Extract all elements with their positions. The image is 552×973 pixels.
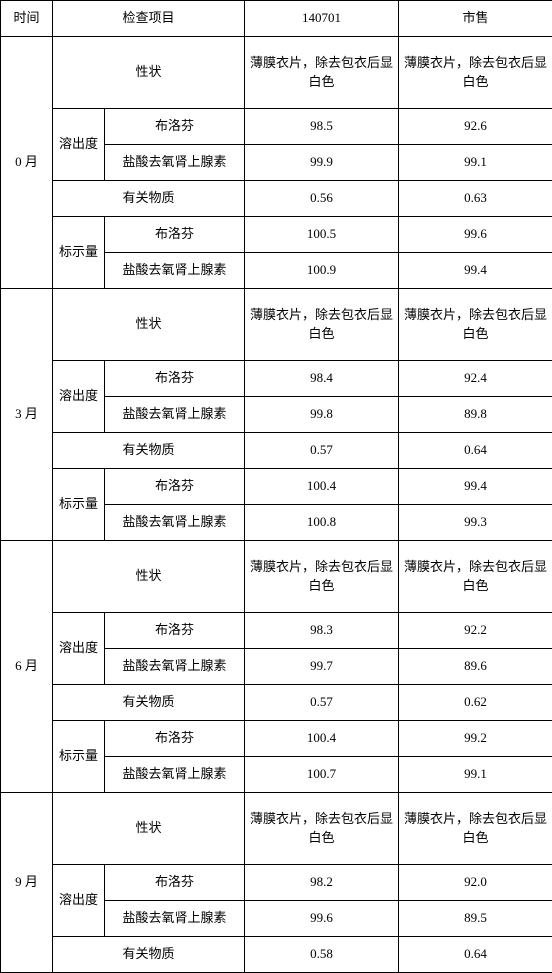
header-time: 时间 [1, 1, 53, 37]
assay-label: 标示量 [53, 217, 105, 289]
item-epinephrine: 盐酸去氧肾上腺素 [105, 145, 245, 181]
appearance-v1: 薄膜衣片，除去包衣后显白色 [245, 289, 399, 361]
appearance-v2: 薄膜衣片，除去包衣后显白色 [399, 37, 552, 109]
cell-value: 92.2 [399, 613, 552, 649]
item-ibuprofen: 布洛芬 [105, 109, 245, 145]
appearance-v1: 薄膜衣片，除去包衣后显白色 [245, 37, 399, 109]
assay-label: 标示量 [53, 469, 105, 541]
cell-value: 99.4 [399, 469, 552, 505]
cell-value: 99.1 [399, 757, 552, 793]
period-label: 0 月 [1, 37, 53, 289]
related-label: 有关物质 [53, 685, 245, 721]
table-row: 9 月 性状 薄膜衣片，除去包衣后显白色 薄膜衣片，除去包衣后显白色 [1, 793, 552, 865]
table-row: 溶出度 布洛芬 98.5 92.6 [1, 109, 552, 145]
table-row: 有关物质 0.56 0.63 [1, 181, 552, 217]
cell-value: 92.4 [399, 361, 552, 397]
cell-value: 0.58 [245, 937, 399, 973]
cell-value: 89.6 [399, 649, 552, 685]
cell-value: 98.5 [245, 109, 399, 145]
item-epinephrine: 盐酸去氧肾上腺素 [105, 253, 245, 289]
cell-value: 99.8 [245, 397, 399, 433]
appearance-v2: 薄膜衣片，除去包衣后显白色 [399, 793, 552, 865]
period-label: 3 月 [1, 289, 53, 541]
appearance-label: 性状 [53, 289, 245, 361]
dissolution-label: 溶出度 [53, 361, 105, 433]
table-row: 有关物质 0.57 0.62 [1, 685, 552, 721]
item-ibuprofen: 布洛芬 [105, 865, 245, 901]
cell-value: 92.0 [399, 865, 552, 901]
table-row: 标示量 布洛芬 100.4 99.4 [1, 469, 552, 505]
table-row: 标示量 布洛芬 100.5 99.6 [1, 217, 552, 253]
appearance-v2: 薄膜衣片，除去包衣后显白色 [399, 541, 552, 613]
related-label: 有关物质 [53, 433, 245, 469]
dissolution-label: 溶出度 [53, 865, 105, 937]
cell-value: 98.4 [245, 361, 399, 397]
item-epinephrine: 盐酸去氧肾上腺素 [105, 649, 245, 685]
table-row: 溶出度 布洛芬 98.4 92.4 [1, 361, 552, 397]
table-row: 有关物质 0.58 0.64 [1, 937, 552, 973]
cell-value: 99.2 [399, 721, 552, 757]
table-row: 3 月 性状 薄膜衣片，除去包衣后显白色 薄膜衣片，除去包衣后显白色 [1, 289, 552, 361]
item-ibuprofen: 布洛芬 [105, 469, 245, 505]
item-epinephrine: 盐酸去氧肾上腺素 [105, 505, 245, 541]
item-ibuprofen: 布洛芬 [105, 361, 245, 397]
cell-value: 100.9 [245, 253, 399, 289]
item-ibuprofen: 布洛芬 [105, 217, 245, 253]
table-row: 6 月 性状 薄膜衣片，除去包衣后显白色 薄膜衣片，除去包衣后显白色 [1, 541, 552, 613]
period-label: 9 月 [1, 793, 53, 973]
cell-value: 100.5 [245, 217, 399, 253]
dissolution-label: 溶出度 [53, 109, 105, 181]
cell-value: 92.6 [399, 109, 552, 145]
cell-value: 98.2 [245, 865, 399, 901]
appearance-v2: 薄膜衣片，除去包衣后显白色 [399, 289, 552, 361]
appearance-v1: 薄膜衣片，除去包衣后显白色 [245, 793, 399, 865]
cell-value: 0.56 [245, 181, 399, 217]
appearance-label: 性状 [53, 541, 245, 613]
cell-value: 99.4 [399, 253, 552, 289]
related-label: 有关物质 [53, 181, 245, 217]
cell-value: 0.62 [399, 685, 552, 721]
stability-table: 时间 检查项目 140701 市售 0 月 性状 薄膜衣片，除去包衣后显白色 薄… [0, 0, 552, 973]
header-col1: 140701 [245, 1, 399, 37]
cell-value: 0.57 [245, 433, 399, 469]
table-row: 溶出度 布洛芬 98.2 92.0 [1, 865, 552, 901]
cell-value: 99.9 [245, 145, 399, 181]
cell-value: 99.3 [399, 505, 552, 541]
related-label: 有关物质 [53, 937, 245, 973]
dissolution-label: 溶出度 [53, 613, 105, 685]
item-epinephrine: 盐酸去氧肾上腺素 [105, 757, 245, 793]
cell-value: 0.64 [399, 937, 552, 973]
item-ibuprofen: 布洛芬 [105, 613, 245, 649]
appearance-label: 性状 [53, 793, 245, 865]
period-label: 6 月 [1, 541, 53, 793]
cell-value: 89.8 [399, 397, 552, 433]
cell-value: 99.7 [245, 649, 399, 685]
assay-label: 标示量 [53, 721, 105, 793]
cell-value: 100.4 [245, 469, 399, 505]
cell-value: 100.7 [245, 757, 399, 793]
cell-value: 89.5 [399, 901, 552, 937]
cell-value: 0.63 [399, 181, 552, 217]
cell-value: 100.4 [245, 721, 399, 757]
cell-value: 99.6 [399, 217, 552, 253]
table-row: 有关物质 0.57 0.64 [1, 433, 552, 469]
cell-value: 99.1 [399, 145, 552, 181]
cell-value: 0.64 [399, 433, 552, 469]
table-row: 标示量 布洛芬 100.4 99.2 [1, 721, 552, 757]
table-row: 0 月 性状 薄膜衣片，除去包衣后显白色 薄膜衣片，除去包衣后显白色 [1, 37, 552, 109]
item-epinephrine: 盐酸去氧肾上腺素 [105, 397, 245, 433]
header-project: 检查项目 [53, 1, 245, 37]
cell-value: 99.6 [245, 901, 399, 937]
item-epinephrine: 盐酸去氧肾上腺素 [105, 901, 245, 937]
header-col2: 市售 [399, 1, 552, 37]
header-row: 时间 检查项目 140701 市售 [1, 1, 552, 37]
cell-value: 0.57 [245, 685, 399, 721]
table-row: 溶出度 布洛芬 98.3 92.2 [1, 613, 552, 649]
cell-value: 100.8 [245, 505, 399, 541]
appearance-label: 性状 [53, 37, 245, 109]
item-ibuprofen: 布洛芬 [105, 721, 245, 757]
cell-value: 98.3 [245, 613, 399, 649]
appearance-v1: 薄膜衣片，除去包衣后显白色 [245, 541, 399, 613]
